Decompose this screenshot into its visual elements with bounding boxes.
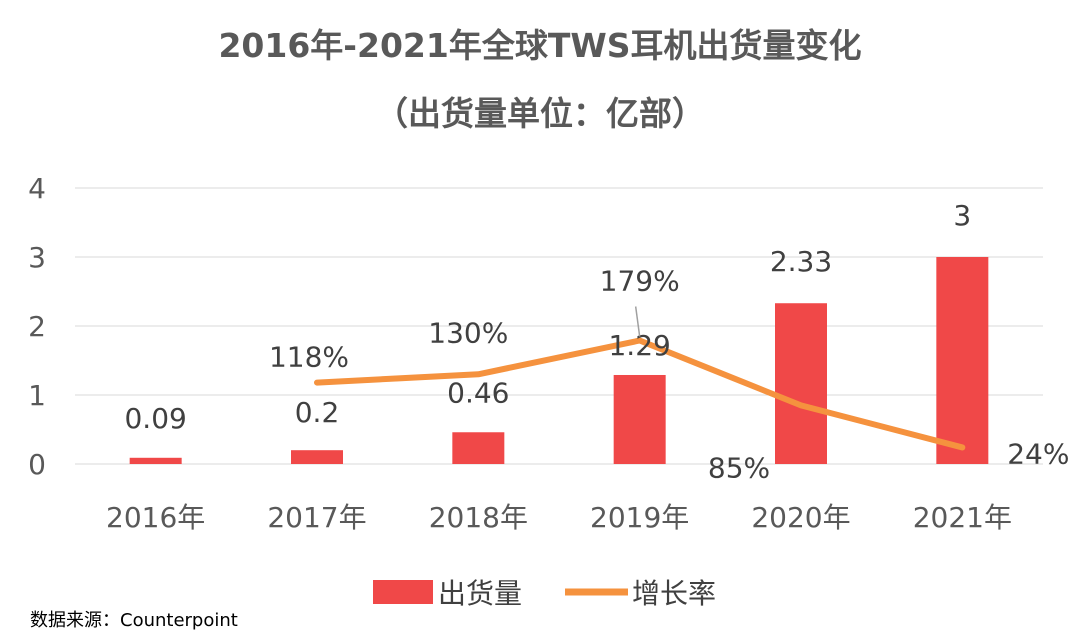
y-tick-label: 0 xyxy=(28,448,46,481)
x-tick-label: 2021年 xyxy=(913,501,1012,534)
x-tick-label: 2018年 xyxy=(429,501,528,534)
line-data-label: 130% xyxy=(428,316,508,349)
bar-3 xyxy=(613,374,666,464)
line-data-label: 179% xyxy=(600,264,680,297)
y-tick-label: 2 xyxy=(28,310,46,343)
y-tick-label: 1 xyxy=(28,379,46,412)
x-tick-label: 2017年 xyxy=(267,501,366,534)
chart-subtitle: （出货量单位：亿部） xyxy=(375,94,705,133)
legend-label-line: 增长率 xyxy=(632,577,716,610)
bar-1 xyxy=(291,450,343,464)
legend: 出货量 增长率 xyxy=(373,577,716,610)
y-tick-label: 4 xyxy=(28,172,46,205)
bar-data-label: 0.46 xyxy=(447,376,509,409)
chart-title: 2016年-2021年全球TWS耳机出货量变化 xyxy=(218,26,861,65)
x-axis: 2016年 2017年 2018年 2019年 2020年 2021年 xyxy=(106,501,1012,534)
bar-data-label: 0.2 xyxy=(295,396,340,429)
bar-series xyxy=(129,257,989,464)
line-data-labels: 118% 130% 179% 85% 24% xyxy=(269,264,1069,484)
bar-data-label: 2.33 xyxy=(770,245,832,278)
line-series xyxy=(314,337,966,451)
gridlines xyxy=(75,187,1043,465)
line-data-label: 85% xyxy=(708,451,770,484)
x-tick-label: 2020年 xyxy=(751,501,850,534)
y-tick-label: 3 xyxy=(28,241,46,274)
legend-label-bar: 出货量 xyxy=(438,577,522,610)
y-axis: 0 1 2 3 4 xyxy=(28,172,46,481)
bar-data-label: 3 xyxy=(953,199,971,232)
bar-data-labels: 0.09 0.20.461.292.333 xyxy=(124,199,971,435)
source-note: 数据来源：Counterpoint xyxy=(30,610,238,631)
line-data-label: 24% xyxy=(1007,437,1069,470)
legend-swatch-bar xyxy=(373,580,433,604)
bar-data-label: 0.09 xyxy=(124,402,186,435)
bar-0 xyxy=(129,457,182,464)
bar-5 xyxy=(936,257,989,464)
x-tick-label: 2019年 xyxy=(590,501,689,534)
x-tick-label: 2016年 xyxy=(106,501,205,534)
bar-4 xyxy=(775,303,827,464)
bar-2 xyxy=(452,432,505,464)
line-data-label: 118% xyxy=(269,341,349,374)
growth-rate-line xyxy=(314,337,966,451)
label-leader-line xyxy=(634,306,641,337)
